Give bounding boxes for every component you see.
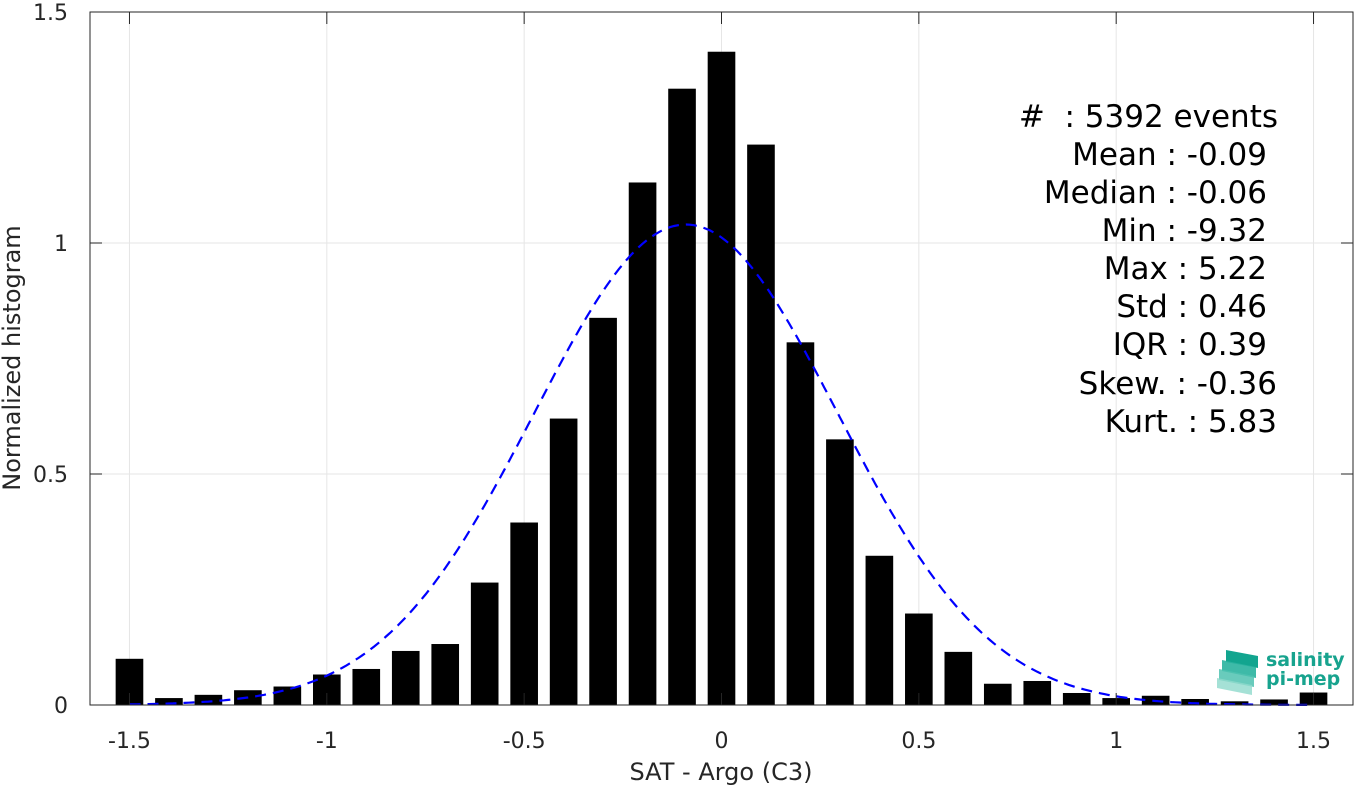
tick-labels: -1.5 -1 -0.5 0 0.5 1 1.5 0 0.5 1 1.5 [33, 1, 1331, 754]
x-tick-label: -0.5 [503, 729, 546, 754]
stats-box: # : 5392 events Mean : -0.09 Median : -0… [1019, 99, 1278, 440]
y-tick-label: 1 [54, 232, 68, 257]
stat-kurt: Kurt. : 5.83 [1105, 404, 1277, 440]
stat-mean: Mean : -0.09 [1072, 137, 1267, 173]
histogram-bar [707, 51, 736, 706]
histogram-bar [628, 182, 657, 705]
stat-min: Min : -9.32 [1102, 213, 1267, 249]
histogram-bar [155, 698, 183, 705]
histogram-bar [983, 683, 1012, 705]
histogram-bar [1062, 692, 1091, 705]
histogram-bar [470, 582, 499, 705]
histogram-bar [1181, 698, 1209, 705]
wave-logo-icon [1217, 650, 1258, 695]
gaussian-fit-curve [129, 223, 1314, 706]
histogram-bar [747, 144, 775, 705]
axes [89, 11, 1354, 706]
x-tick-label: 0.5 [901, 729, 936, 754]
stat-iqr: IQR : 0.39 [1113, 327, 1267, 363]
stat-skew: Skew. : -0.36 [1079, 366, 1277, 402]
x-tick-label: 0 [715, 729, 729, 754]
x-tick-label: -1 [316, 729, 338, 754]
salinity-pi-mep-logo: salinity pi-mep [1217, 649, 1345, 695]
histogram-bar [273, 686, 302, 705]
x-tick-label: 1.5 [1296, 729, 1331, 754]
histogram-bar [391, 650, 420, 705]
stat-max: Max : 5.22 [1104, 251, 1267, 287]
y-tick-label: 1.5 [33, 1, 68, 26]
histogram-bar [668, 88, 696, 705]
y-tick-label: 0 [54, 694, 68, 719]
stat-events: # : 5392 events [1019, 99, 1278, 135]
histogram-bar [431, 644, 460, 705]
histogram-bar [1260, 699, 1288, 705]
histogram-bar [1023, 680, 1052, 705]
y-axis-label: Normalized histogram [0, 225, 26, 490]
x-axis-label: SAT - Argo (C3) [630, 758, 813, 786]
histogram-bar [826, 439, 854, 705]
histogram-bar [589, 317, 617, 705]
stat-std: Std : 0.46 [1116, 289, 1267, 325]
x-tick-label: 1 [1109, 729, 1123, 754]
histogram-bar [1220, 701, 1249, 705]
logo-text-salinity: salinity [1266, 649, 1345, 671]
histogram-bar [352, 668, 381, 705]
stat-median: Median : -0.06 [1044, 175, 1267, 211]
histogram-bar [549, 418, 578, 705]
histogram-bar [510, 522, 538, 705]
histogram-bar [865, 555, 894, 705]
histogram-bar [944, 651, 973, 705]
x-tick-label: -1.5 [108, 729, 151, 754]
y-tick-label: 0.5 [33, 463, 68, 488]
histogram-bar [905, 613, 933, 705]
histogram-bar [786, 342, 815, 705]
histogram-bar [194, 694, 223, 705]
logo-text-pi-mep: pi-mep [1266, 668, 1340, 690]
